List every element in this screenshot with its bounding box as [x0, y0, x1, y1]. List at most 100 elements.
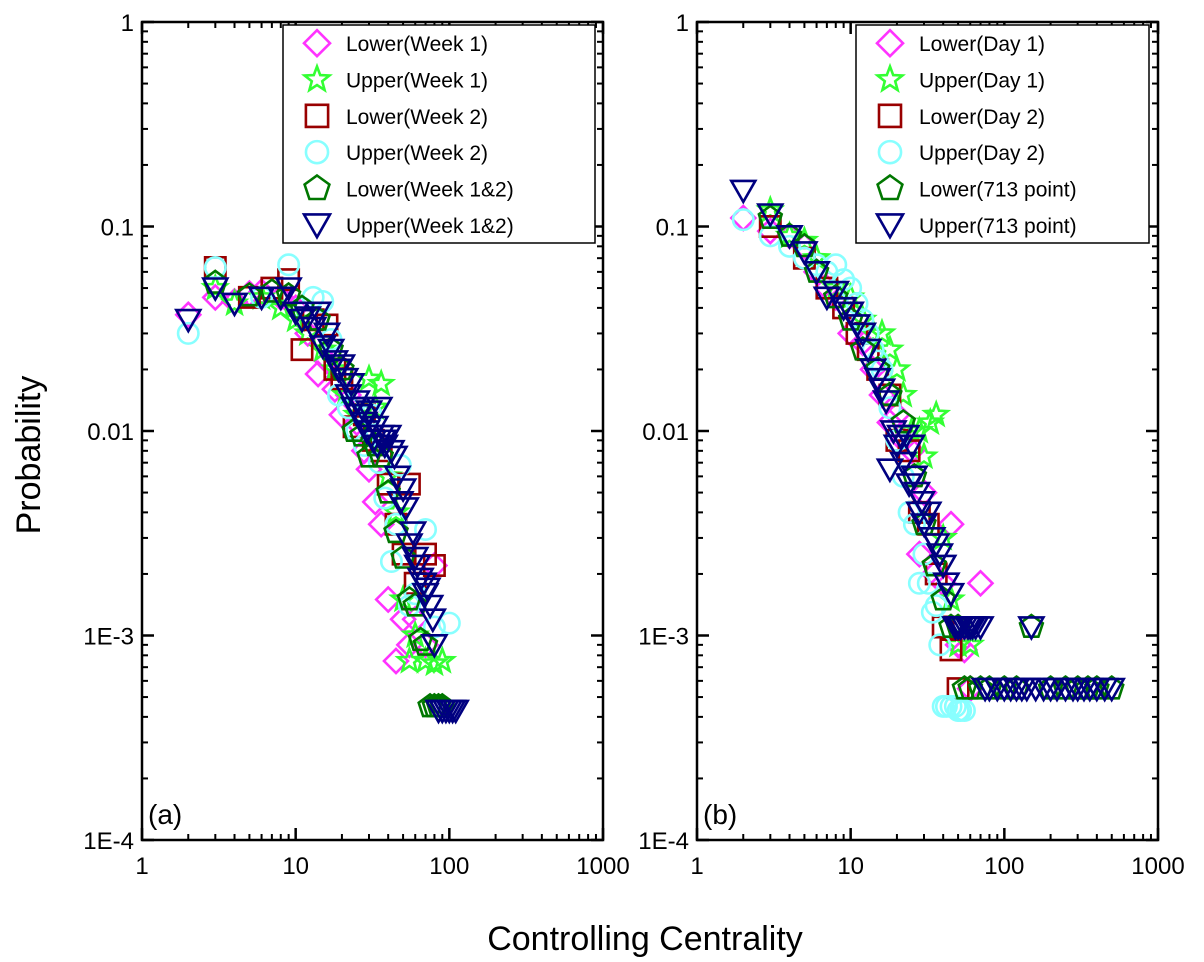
data-point [365, 396, 394, 422]
legend-label: Lower(Day 2) [919, 106, 1045, 129]
data-point [312, 322, 342, 348]
data-point [287, 308, 317, 334]
data-point [914, 501, 943, 527]
x-tick-label: 10 [282, 853, 309, 880]
data-point [275, 281, 302, 307]
data-point [379, 550, 403, 574]
legend-marker [875, 28, 905, 59]
legend-marker [874, 213, 906, 240]
data-point [875, 458, 905, 484]
chart-panels: 1 10 100 1000 1E-4 1E-3 0.01 0.1 1 Lower(Week 1) U… [83, 10, 1184, 880]
x-tick-label: 1 [135, 853, 148, 880]
data-point [337, 373, 366, 398]
legend-label: Upper(Week 1) [346, 70, 488, 93]
data-point [936, 582, 966, 608]
data-point [413, 577, 442, 603]
data-point [383, 465, 412, 491]
series-2 [755, 194, 986, 658]
data-point [950, 636, 979, 664]
data-point [414, 542, 437, 566]
data-point [391, 497, 420, 523]
data-point [731, 208, 755, 232]
data-point [778, 234, 802, 258]
data-point [236, 281, 263, 307]
legend-label: Upper(713 point) [919, 215, 1077, 238]
series-3 [203, 256, 446, 595]
legend-marker [301, 62, 333, 93]
data-point [220, 292, 249, 318]
data-point [756, 203, 785, 229]
data-point [802, 261, 831, 286]
data-point [174, 308, 203, 334]
data-point [201, 277, 230, 303]
data-point [415, 594, 445, 620]
data-point [247, 286, 276, 312]
data-point [402, 591, 429, 617]
data-point [176, 321, 200, 345]
data-point [882, 434, 912, 460]
y-tick-label: 1E-3 [638, 624, 689, 651]
data-point [327, 354, 357, 380]
data-point [952, 698, 976, 722]
y-tick-label: 1E-4 [638, 828, 689, 855]
x-tick-label: 100 [429, 853, 469, 880]
legend-marker [877, 139, 903, 165]
legend-box [282, 24, 596, 244]
data-point [729, 179, 758, 205]
legend-label: Upper(Day 1) [919, 70, 1045, 93]
data-point [871, 390, 901, 416]
legend-label: Lower(Day 1) [919, 33, 1045, 56]
data-point [437, 611, 461, 635]
data-point [928, 633, 952, 657]
data-point [441, 699, 470, 725]
legend-label: Upper(Week 1&2) [346, 215, 514, 238]
data-point [390, 544, 417, 569]
legend-label: Upper(Week 2) [346, 142, 488, 165]
data-point [790, 241, 819, 267]
data-point [373, 424, 403, 450]
data-point [356, 442, 382, 468]
data-point [921, 399, 952, 428]
data-point [821, 280, 851, 306]
legend-marker [302, 28, 332, 59]
data-point [388, 478, 418, 504]
data-point [889, 451, 918, 477]
data-point [900, 465, 929, 491]
data-point [403, 554, 432, 580]
legend-marker [876, 173, 904, 201]
data-point [928, 554, 958, 580]
data-point [853, 338, 883, 364]
data-point [383, 518, 410, 544]
data-point [867, 317, 897, 347]
data-point [966, 569, 995, 598]
series-3 [758, 215, 970, 701]
data-point [939, 638, 963, 662]
data-point [281, 301, 310, 327]
data-point [878, 396, 902, 420]
data-point [836, 301, 865, 327]
y-tick-label: 0.01 [87, 419, 134, 446]
legend: Lower(Day 1) Upper(Day 1) Lower(Day 2) Uppe… [855, 24, 1150, 244]
chart-panel-a: 1 10 100 1000 1E-4 1E-3 0.01 0.1 1 Lower(Week 1) U… [83, 10, 629, 880]
data-point [1017, 616, 1046, 642]
data-point [412, 631, 439, 656]
legend-label: Lower(Week 1&2) [346, 179, 514, 202]
x-tick-label: 10 [837, 853, 864, 880]
panel-label: (a) [148, 799, 182, 830]
data-point [414, 517, 438, 541]
data-point [290, 338, 314, 362]
legend-label: Lower(Week 1) [346, 33, 488, 56]
y-tick-label: 1 [676, 10, 689, 37]
data-point [897, 434, 927, 460]
chart-panel-b: 1 10 100 1000 1E-4 1E-3 0.01 0.1 1 Lower(Day 1) Up… [638, 10, 1184, 880]
data-point [915, 406, 946, 436]
data-point [303, 301, 333, 327]
data-point [380, 445, 409, 471]
legend-marker [877, 103, 903, 129]
legend-label: Lower(Week 2) [346, 106, 488, 129]
data-point [879, 420, 908, 446]
legend-marker [301, 213, 333, 240]
x-tick-label: 1000 [576, 853, 629, 880]
data-point [400, 546, 430, 572]
